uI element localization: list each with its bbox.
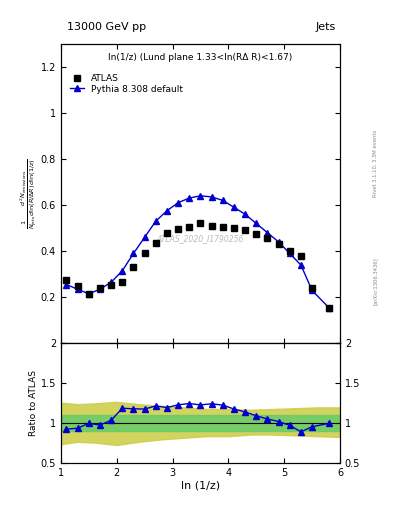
ATLAS: [220, 224, 225, 230]
Pythia 8.308 default: [131, 250, 136, 257]
X-axis label: ln (1/z): ln (1/z): [181, 481, 220, 491]
Pythia 8.308 default: [198, 193, 203, 199]
Pythia 8.308 default: [97, 286, 102, 292]
Pythia 8.308 default: [86, 291, 91, 297]
ATLAS: [176, 226, 180, 232]
ATLAS: [153, 240, 158, 246]
ATLAS: [327, 305, 331, 311]
Pythia 8.308 default: [276, 239, 281, 245]
ATLAS: [86, 291, 91, 297]
ATLAS: [299, 253, 303, 259]
Text: [arXiv:1306.3436]: [arXiv:1306.3436]: [373, 258, 378, 306]
ATLAS: [276, 241, 281, 247]
ATLAS: [187, 224, 192, 230]
Pythia 8.308 default: [310, 287, 314, 293]
ATLAS: [310, 285, 314, 291]
Pythia 8.308 default: [142, 234, 147, 240]
ATLAS: [97, 285, 102, 291]
Pythia 8.308 default: [254, 220, 259, 226]
ATLAS: [209, 223, 214, 229]
ATLAS: [165, 229, 169, 236]
ATLAS: [265, 236, 270, 242]
Pythia 8.308 default: [109, 279, 114, 285]
Pythia 8.308 default: [75, 286, 80, 292]
Pythia 8.308 default: [287, 250, 292, 257]
ATLAS: [109, 282, 114, 288]
Pythia 8.308 default: [327, 305, 331, 311]
ATLAS: [287, 248, 292, 254]
Pythia 8.308 default: [165, 208, 169, 214]
Text: Jets: Jets: [316, 22, 336, 32]
Pythia 8.308 default: [209, 194, 214, 200]
Pythia 8.308 default: [220, 197, 225, 203]
Pythia 8.308 default: [153, 218, 158, 224]
Pythia 8.308 default: [299, 262, 303, 268]
ATLAS: [198, 220, 203, 226]
ATLAS: [142, 250, 147, 257]
Legend: ATLAS, Pythia 8.308 default: ATLAS, Pythia 8.308 default: [68, 72, 185, 95]
Line: ATLAS: ATLAS: [64, 221, 332, 310]
Pythia 8.308 default: [265, 229, 270, 236]
Line: Pythia 8.308 default: Pythia 8.308 default: [64, 193, 332, 310]
Pythia 8.308 default: [231, 204, 236, 210]
ATLAS: [254, 231, 259, 237]
Pythia 8.308 default: [176, 200, 180, 206]
Text: Rivet 3.1.10, 3.3M events: Rivet 3.1.10, 3.3M events: [373, 130, 378, 198]
Pythia 8.308 default: [120, 268, 125, 274]
ATLAS: [243, 227, 248, 233]
Y-axis label: $\frac{1}{N_{\mathrm{jets}}}\frac{d^2 N_{\mathrm{emissions}}}{d\ln(R/\Delta R)\,: $\frac{1}{N_{\mathrm{jets}}}\frac{d^2 N_…: [18, 158, 39, 229]
Pythia 8.308 default: [64, 282, 69, 288]
ATLAS: [231, 225, 236, 231]
Pythia 8.308 default: [243, 211, 248, 217]
Y-axis label: Ratio to ATLAS: Ratio to ATLAS: [29, 370, 38, 436]
ATLAS: [75, 283, 80, 289]
ATLAS: [64, 277, 69, 283]
ATLAS: [120, 279, 125, 285]
Text: 13000 GeV pp: 13000 GeV pp: [67, 22, 146, 32]
Text: ATLAS_2020_I1790256: ATLAS_2020_I1790256: [157, 234, 244, 243]
ATLAS: [131, 264, 136, 270]
Pythia 8.308 default: [187, 195, 192, 201]
Text: ln(1/z) (Lund plane 1.33<ln(RΔ R)<1.67): ln(1/z) (Lund plane 1.33<ln(RΔ R)<1.67): [108, 53, 292, 61]
